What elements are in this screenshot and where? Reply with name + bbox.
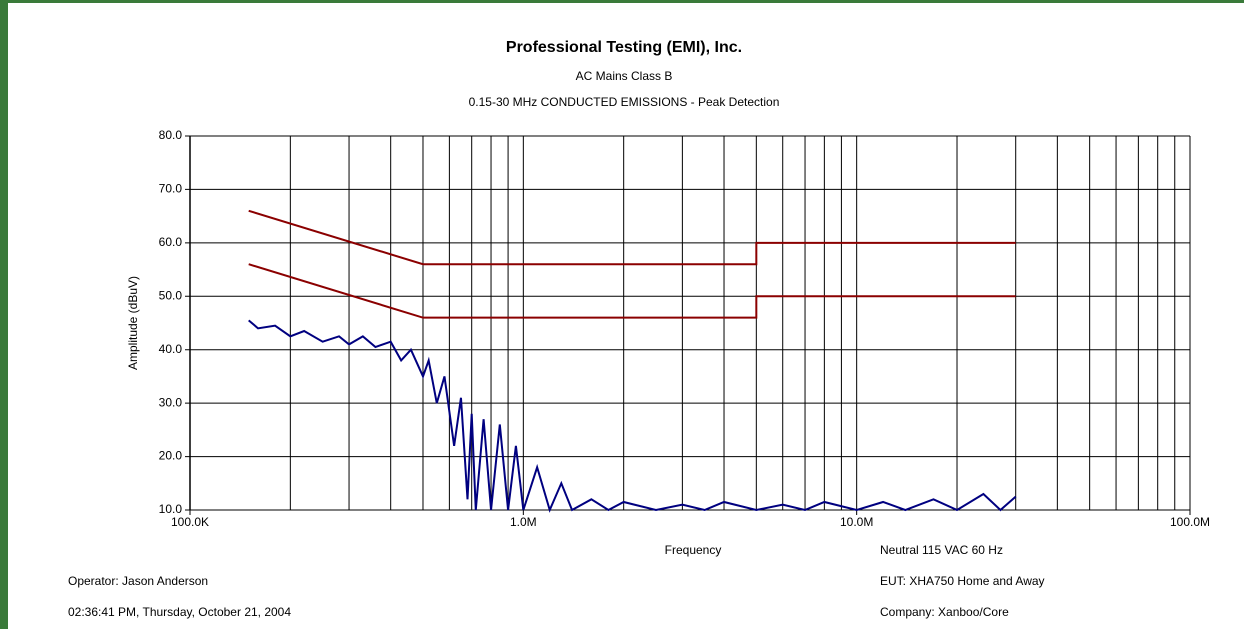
y-tick-label: 40.0: [159, 342, 183, 356]
x-tick-label: 100.0M: [1170, 515, 1210, 529]
y-tick-label: 30.0: [159, 395, 183, 409]
y-tick-label: 10.0: [159, 502, 183, 516]
annotation: Company: Xanboo/Core: [880, 605, 1009, 619]
series-line: [248, 209, 1016, 266]
x-axis-label: Frequency: [665, 543, 722, 557]
annotation: EUT: XHA750 Home and Away: [880, 574, 1045, 588]
annotation: 02:36:41 PM, Thursday, October 21, 2004: [68, 605, 291, 619]
annotation: Neutral 115 VAC 60 Hz: [880, 543, 1003, 557]
y-axis-label: Amplitude (dBuV): [126, 276, 140, 370]
y-tick-label: 50.0: [159, 288, 183, 302]
series-line: [248, 319, 1017, 513]
x-tick-label: 10.0M: [840, 515, 873, 529]
subtitle: 0.15-30 MHz CONDUCTED EMISSIONS - Peak D…: [469, 95, 780, 109]
y-tick-label: 70.0: [159, 182, 183, 196]
y-tick-label: 80.0: [159, 128, 183, 142]
window-border-top: [0, 0, 1244, 3]
series-line: [248, 263, 1016, 319]
y-tick-label: 20.0: [159, 449, 183, 463]
annotation: Operator: Jason Anderson: [68, 574, 208, 588]
subtitle: AC Mains Class B: [576, 69, 673, 83]
x-tick-label: 100.0K: [171, 515, 209, 529]
window-border-left: [0, 0, 8, 629]
x-tick-label: 1.0M: [510, 515, 537, 529]
y-tick-label: 60.0: [159, 235, 183, 249]
chart-title: Professional Testing (EMI), Inc.: [506, 39, 742, 56]
